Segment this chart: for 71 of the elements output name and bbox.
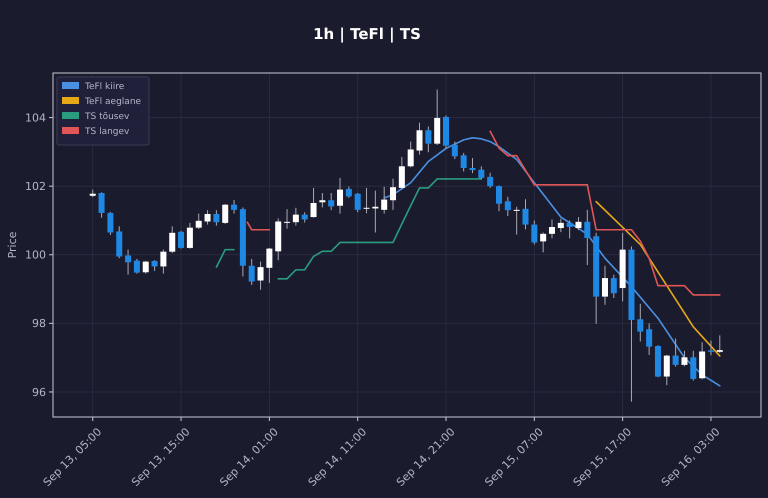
candlestick <box>319 192 326 208</box>
y-tick-label: 102 <box>25 180 46 194</box>
candlestick <box>708 340 714 356</box>
candlestick <box>248 258 255 286</box>
candlestick <box>584 209 590 266</box>
candlestick <box>487 172 494 188</box>
candlestick <box>672 338 679 368</box>
legend-label: TeFl kiire <box>84 82 125 92</box>
candlestick <box>646 322 652 356</box>
y-tick-label: 104 <box>25 111 46 124</box>
candlestick <box>354 192 361 213</box>
candlestick <box>496 184 502 212</box>
legend-label: TS tõusev <box>84 112 130 122</box>
candlestick <box>196 213 202 230</box>
candlestick <box>310 187 317 218</box>
candlestick <box>398 156 405 190</box>
candlestick <box>522 198 528 230</box>
candlestick <box>548 218 555 239</box>
candlestick <box>470 158 476 174</box>
candlestick <box>602 265 608 306</box>
candlestick <box>284 208 290 230</box>
candlestick <box>292 207 299 226</box>
chart-title: 1h | TeFl | TS <box>313 25 421 43</box>
candlestick <box>302 212 308 224</box>
candlestick <box>107 211 114 236</box>
candlestick <box>134 258 140 274</box>
candlestick <box>558 218 564 233</box>
candlestick <box>152 260 158 272</box>
candlestick <box>364 187 370 214</box>
candlestick <box>514 206 520 236</box>
y-tick-label: 96 <box>32 386 46 399</box>
candlestick <box>337 177 344 214</box>
candlestick <box>204 210 211 226</box>
y-tick-label: 98 <box>32 317 46 330</box>
candlestick <box>425 126 432 153</box>
candlestick <box>222 204 228 224</box>
candlestick <box>566 220 573 239</box>
candlestick <box>416 122 423 156</box>
candlestick <box>460 152 467 172</box>
candlestick <box>98 192 105 218</box>
candlestick <box>258 261 264 290</box>
candlestick <box>575 216 582 231</box>
candlestick <box>346 186 352 198</box>
candlestick <box>531 220 538 245</box>
candlestick <box>178 230 184 250</box>
candlestick <box>142 260 149 274</box>
candlestick <box>610 274 617 298</box>
candlestick <box>213 210 220 226</box>
candlestick <box>390 178 396 210</box>
candlestick <box>160 249 166 274</box>
legend-label: TeFl aeglane <box>84 97 142 108</box>
y-axis-title: Price <box>6 231 19 258</box>
candlestick <box>169 226 176 254</box>
candlestick <box>231 199 238 214</box>
candlestick <box>637 303 644 342</box>
candlestick <box>690 350 696 382</box>
candlestick <box>452 141 458 160</box>
candlestick <box>186 222 193 250</box>
candlestick <box>681 350 688 367</box>
candlestick <box>328 192 334 211</box>
candlestick <box>540 232 546 253</box>
candlestick <box>504 196 511 217</box>
y-tick-label: 100 <box>25 248 46 262</box>
candlestick <box>266 247 272 284</box>
candlestick <box>125 249 132 276</box>
legend-label: TS langev <box>84 127 130 138</box>
candlestick <box>716 334 723 354</box>
candlestick <box>478 166 484 180</box>
candlestick <box>664 354 670 386</box>
candlestick <box>408 141 414 168</box>
candlestick <box>381 186 388 214</box>
